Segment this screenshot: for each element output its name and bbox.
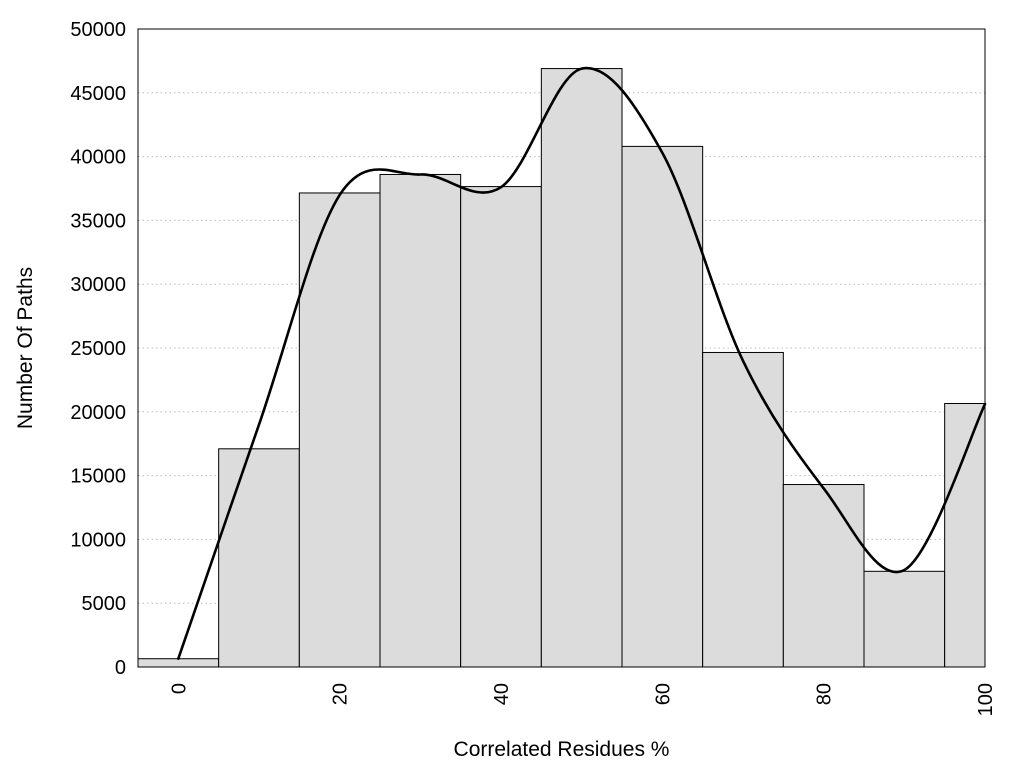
x-tick-label: 100 (975, 683, 997, 716)
bar-90 (863, 570, 946, 668)
y-tick-label: 20000 (70, 402, 126, 424)
bar-40 (460, 186, 542, 668)
y-tick-label: 0 (115, 657, 126, 679)
x-tick-label: 20 (330, 683, 352, 705)
bar-60 (621, 145, 704, 668)
y-tick-label: 30000 (70, 274, 126, 296)
x-tick-label: 60 (652, 683, 674, 705)
y-axis-title: Number Of Paths (14, 267, 37, 429)
plot-frame (137, 28, 986, 668)
x-axis-title: Correlated Residues % (454, 738, 670, 761)
bar-50 (540, 68, 623, 668)
fit-curve (177, 66, 987, 660)
x-tick-label: 80 (814, 683, 836, 705)
y-tick-label: 15000 (70, 466, 126, 488)
bar-group (137, 68, 986, 668)
y-tick-label: 5000 (82, 593, 127, 615)
bar-20 (298, 192, 381, 668)
bar-100 (944, 403, 986, 668)
x-tick-label: 40 (491, 683, 513, 705)
y-tick-label: 10000 (70, 529, 126, 551)
x-tick-label: 0 (168, 683, 190, 694)
bar-70 (702, 351, 784, 668)
y-axis-ticks: 0 5000 10000 15000 20000 25000 30000 35000 40000… (70, 19, 126, 679)
bar-10 (218, 448, 300, 668)
x-axis-ticks: 0 20 40 60 80 100 (168, 683, 997, 716)
y-tick-label: 45000 (70, 83, 126, 105)
y-tick-label: 25000 (70, 338, 126, 360)
y-tick-label: 40000 (70, 147, 126, 169)
y-tick-label: 35000 (70, 210, 126, 232)
bar-80 (782, 484, 865, 668)
y-tick-label: 50000 (70, 19, 126, 41)
bar-30 (379, 173, 462, 668)
